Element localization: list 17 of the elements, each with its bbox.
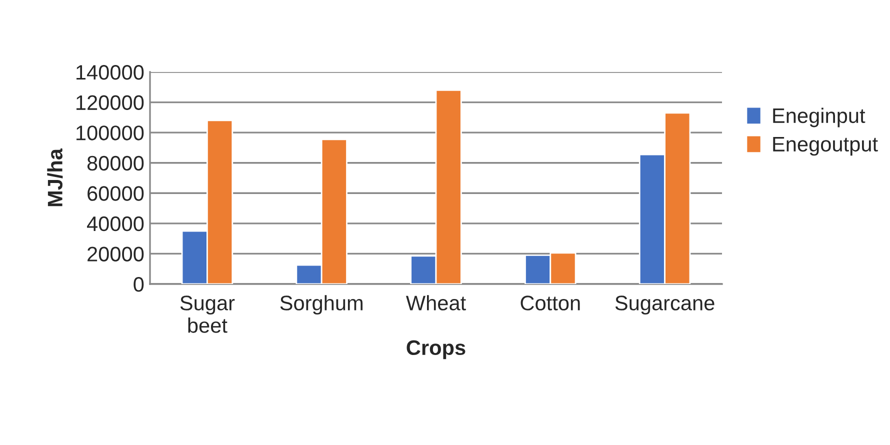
y-tick-label: 0 xyxy=(134,277,144,292)
y-tick-label: 40000 xyxy=(86,216,144,232)
x-axis-title: Crops xyxy=(406,340,466,360)
y-tick-label: 100000 xyxy=(76,126,144,140)
y-tick-label: 80000 xyxy=(87,156,144,171)
x-tick-label: Sugar beet xyxy=(180,296,235,333)
legend-label: Eneginput xyxy=(773,108,866,128)
x-tick-label: Wheat xyxy=(406,295,466,310)
x-tick-label: Sugarcane xyxy=(615,296,714,315)
x-tick-label: Sorghum xyxy=(280,295,362,315)
x-tick-label: Cotton xyxy=(520,296,580,310)
y-axis-title: MJ/ha xyxy=(47,148,63,206)
y-tick-label: 20000 xyxy=(88,246,144,262)
y-tick-label: 60000 xyxy=(88,186,144,201)
y-tick-label: 140000 xyxy=(76,65,144,80)
y-tick-label: 120000 xyxy=(76,95,144,110)
legend-label: Enegoutput xyxy=(773,137,878,156)
